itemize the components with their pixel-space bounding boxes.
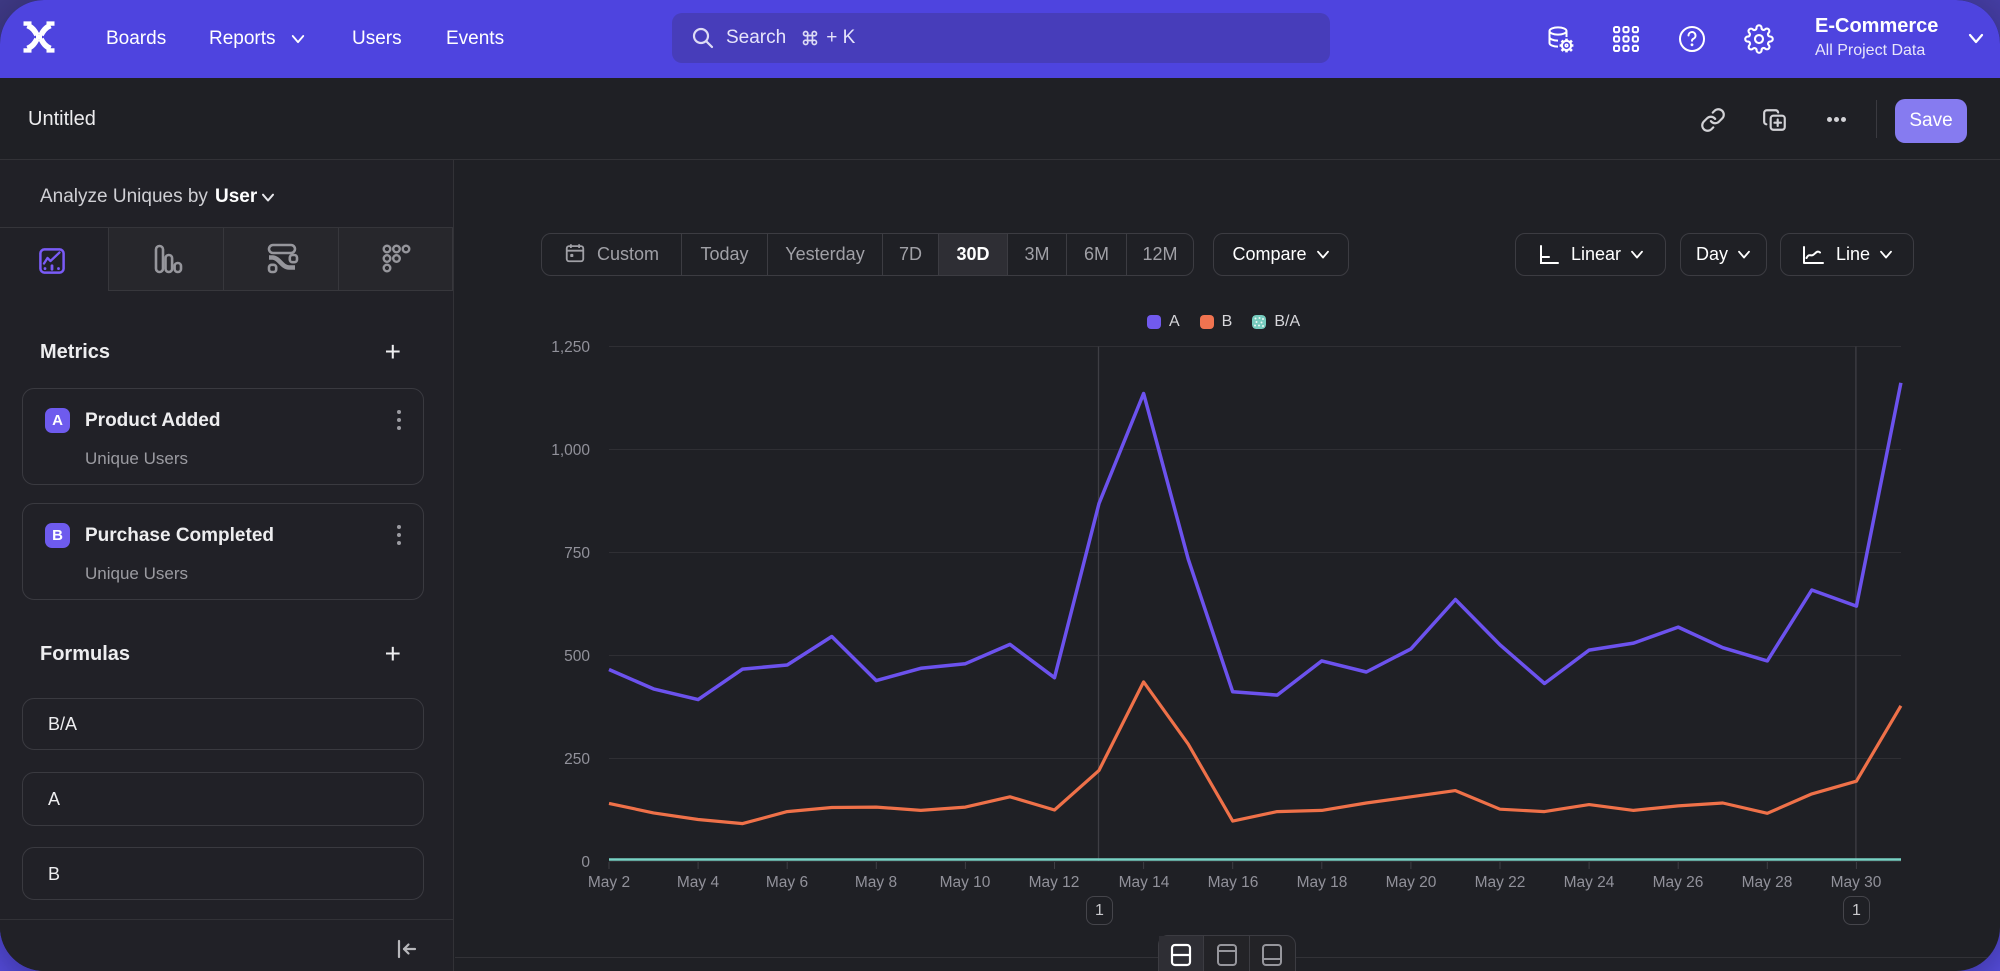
svg-text:1,000: 1,000 bbox=[551, 442, 590, 459]
svg-text:May 30: May 30 bbox=[1831, 874, 1882, 891]
svg-text:May 12: May 12 bbox=[1029, 874, 1080, 891]
svg-text:May 6: May 6 bbox=[766, 874, 808, 891]
svg-text:May 10: May 10 bbox=[940, 874, 991, 891]
svg-text:1,250: 1,250 bbox=[551, 339, 590, 356]
svg-text:May 18: May 18 bbox=[1297, 874, 1348, 891]
svg-text:May 2: May 2 bbox=[588, 874, 630, 891]
svg-text:May 22: May 22 bbox=[1475, 874, 1526, 891]
svg-text:May 28: May 28 bbox=[1742, 874, 1793, 891]
svg-text:May 26: May 26 bbox=[1653, 874, 1704, 891]
svg-text:May 8: May 8 bbox=[855, 874, 897, 891]
svg-text:250: 250 bbox=[564, 751, 590, 768]
svg-text:May 14: May 14 bbox=[1119, 874, 1170, 891]
svg-text:May 24: May 24 bbox=[1564, 874, 1615, 891]
svg-text:750: 750 bbox=[564, 545, 590, 562]
svg-text:500: 500 bbox=[564, 648, 590, 665]
svg-text:May 20: May 20 bbox=[1386, 874, 1437, 891]
svg-text:0: 0 bbox=[581, 854, 590, 871]
svg-text:May 4: May 4 bbox=[677, 874, 720, 891]
svg-text:May 16: May 16 bbox=[1208, 874, 1259, 891]
